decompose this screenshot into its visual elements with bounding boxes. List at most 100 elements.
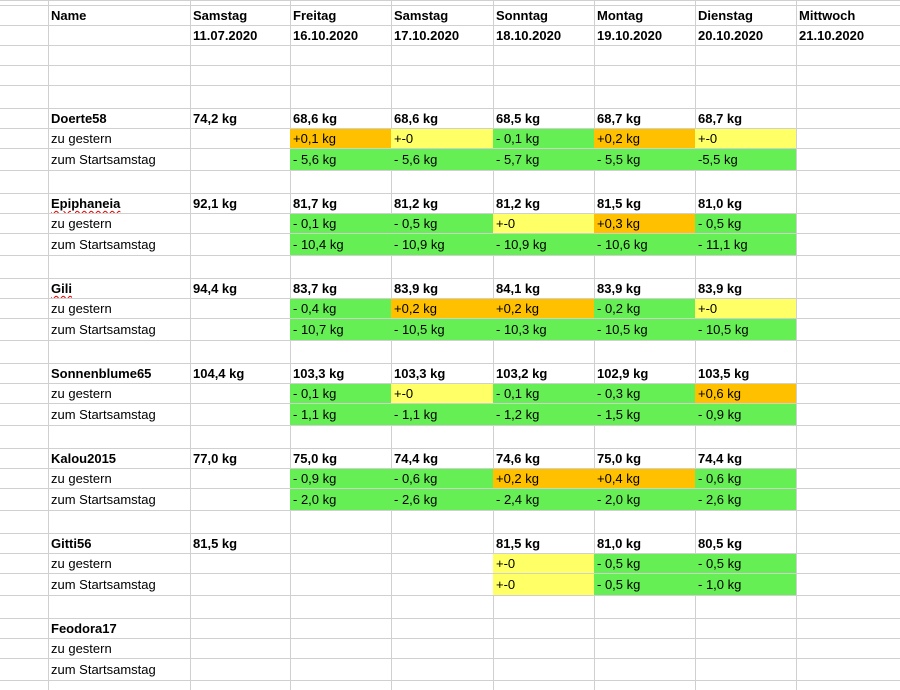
diff-start-cell[interactable]	[695, 659, 796, 680]
diff-start-cell[interactable]	[190, 574, 290, 595]
person-name[interactable]: Kalou2015	[48, 449, 190, 468]
weight-cell[interactable]: 81,0 kg	[695, 194, 796, 213]
weight-cell[interactable]: 80,5 kg	[695, 534, 796, 553]
diff-start-cell[interactable]: - 5,6 kg	[391, 149, 493, 170]
diff-yesterday-cell[interactable]: - 0,2 kg	[594, 299, 695, 318]
diff-yesterday-cell[interactable]	[796, 469, 900, 488]
diff-yesterday-cell[interactable]: +0,3 kg	[594, 214, 695, 233]
label-zum-startsamstag[interactable]: zum Startsamstag	[48, 659, 190, 680]
diff-start-cell[interactable]	[594, 659, 695, 680]
label-zu-gestern[interactable]: zu gestern	[48, 384, 190, 403]
weight-cell[interactable]: 103,3 kg	[290, 364, 391, 383]
diff-yesterday-cell[interactable]	[391, 639, 493, 658]
diff-start-cell[interactable]	[391, 659, 493, 680]
header-day[interactable]: Samstag	[190, 6, 290, 25]
weight-cell[interactable]: 68,6 kg	[290, 109, 391, 128]
person-name[interactable]: Epiphaneia	[48, 194, 190, 213]
weight-cell[interactable]: 81,0 kg	[594, 534, 695, 553]
diff-start-cell[interactable]	[190, 659, 290, 680]
weight-cell[interactable]	[796, 109, 900, 128]
weight-cell[interactable]: 77,0 kg	[190, 449, 290, 468]
weight-cell[interactable]: 74,4 kg	[391, 449, 493, 468]
label-zu-gestern[interactable]: zu gestern	[48, 554, 190, 573]
weight-cell[interactable]	[796, 619, 900, 638]
diff-start-cell[interactable]: - 10,5 kg	[695, 319, 796, 340]
diff-start-cell[interactable]	[796, 319, 900, 340]
diff-yesterday-cell[interactable]	[695, 639, 796, 658]
diff-start-cell[interactable]	[190, 234, 290, 255]
diff-yesterday-cell[interactable]: - 0,5 kg	[594, 554, 695, 573]
weight-cell[interactable]	[796, 449, 900, 468]
diff-start-cell[interactable]: - 1,5 kg	[594, 404, 695, 425]
weight-cell[interactable]: 103,3 kg	[391, 364, 493, 383]
weight-cell[interactable]	[493, 619, 594, 638]
header-day[interactable]: Freitag	[290, 6, 391, 25]
diff-start-cell[interactable]: - 0,5 kg	[594, 574, 695, 595]
weight-cell[interactable]	[796, 279, 900, 298]
weight-cell[interactable]: 103,5 kg	[695, 364, 796, 383]
diff-yesterday-cell[interactable]	[290, 639, 391, 658]
label-zum-startsamstag[interactable]: zum Startsamstag	[48, 234, 190, 255]
diff-yesterday-cell[interactable]	[190, 129, 290, 148]
diff-start-cell[interactable]: - 1,1 kg	[391, 404, 493, 425]
weight-cell[interactable]: 81,2 kg	[493, 194, 594, 213]
diff-yesterday-cell[interactable]: +-0	[391, 384, 493, 403]
diff-yesterday-cell[interactable]: +0,1 kg	[290, 129, 391, 148]
label-zum-startsamstag[interactable]: zum Startsamstag	[48, 319, 190, 340]
diff-yesterday-cell[interactable]: - 0,5 kg	[695, 214, 796, 233]
diff-start-cell[interactable]	[391, 574, 493, 595]
header-day[interactable]: Samstag	[391, 6, 493, 25]
weight-cell[interactable]	[796, 194, 900, 213]
diff-yesterday-cell[interactable]	[594, 639, 695, 658]
weight-cell[interactable]	[594, 619, 695, 638]
weight-cell[interactable]: 81,5 kg	[594, 194, 695, 213]
person-name[interactable]: Gitti56	[48, 534, 190, 553]
weight-cell[interactable]	[796, 534, 900, 553]
header-day[interactable]: Dienstag	[695, 6, 796, 25]
header-date[interactable]: 21.10.2020	[796, 26, 900, 45]
diff-start-cell[interactable]	[796, 234, 900, 255]
weight-cell[interactable]: 68,5 kg	[493, 109, 594, 128]
weight-cell[interactable]: 81,7 kg	[290, 194, 391, 213]
diff-yesterday-cell[interactable]: - 0,3 kg	[594, 384, 695, 403]
diff-yesterday-cell[interactable]: +0,2 kg	[594, 129, 695, 148]
label-zu-gestern[interactable]: zu gestern	[48, 129, 190, 148]
diff-start-cell[interactable]: - 2,4 kg	[493, 489, 594, 510]
diff-yesterday-cell[interactable]	[190, 214, 290, 233]
diff-yesterday-cell[interactable]	[290, 554, 391, 573]
diff-start-cell[interactable]: +-0	[493, 574, 594, 595]
weight-cell[interactable]: 68,7 kg	[695, 109, 796, 128]
diff-start-cell[interactable]: - 10,5 kg	[594, 319, 695, 340]
diff-start-cell[interactable]	[190, 489, 290, 510]
weight-cell[interactable]: 94,4 kg	[190, 279, 290, 298]
weight-cell[interactable]	[290, 534, 391, 553]
diff-start-cell[interactable]: - 5,6 kg	[290, 149, 391, 170]
diff-yesterday-cell[interactable]	[493, 639, 594, 658]
label-zu-gestern[interactable]: zu gestern	[48, 639, 190, 658]
diff-start-cell[interactable]: - 10,3 kg	[493, 319, 594, 340]
weight-cell[interactable]	[290, 619, 391, 638]
header-date[interactable]: 16.10.2020	[290, 26, 391, 45]
weight-cell[interactable]: 104,4 kg	[190, 364, 290, 383]
weight-cell[interactable]: 102,9 kg	[594, 364, 695, 383]
weight-cell[interactable]	[190, 619, 290, 638]
weight-cell[interactable]: 83,9 kg	[391, 279, 493, 298]
weight-cell[interactable]: 83,9 kg	[594, 279, 695, 298]
header-date[interactable]: 17.10.2020	[391, 26, 493, 45]
diff-start-cell[interactable]: - 5,7 kg	[493, 149, 594, 170]
weight-cell[interactable]: 68,7 kg	[594, 109, 695, 128]
diff-start-cell[interactable]: - 1,1 kg	[290, 404, 391, 425]
diff-start-cell[interactable]	[290, 574, 391, 595]
diff-start-cell[interactable]	[190, 149, 290, 170]
diff-start-cell[interactable]	[190, 319, 290, 340]
diff-start-cell[interactable]	[493, 659, 594, 680]
weight-cell[interactable]: 68,6 kg	[391, 109, 493, 128]
diff-yesterday-cell[interactable]	[391, 554, 493, 573]
label-zum-startsamstag[interactable]: zum Startsamstag	[48, 149, 190, 170]
label-zum-startsamstag[interactable]: zum Startsamstag	[48, 574, 190, 595]
diff-yesterday-cell[interactable]: +0,6 kg	[695, 384, 796, 403]
label-zu-gestern[interactable]: zu gestern	[48, 299, 190, 318]
diff-yesterday-cell[interactable]: - 0,5 kg	[391, 214, 493, 233]
weight-cell[interactable]: 75,0 kg	[594, 449, 695, 468]
diff-start-cell[interactable]: - 2,6 kg	[695, 489, 796, 510]
